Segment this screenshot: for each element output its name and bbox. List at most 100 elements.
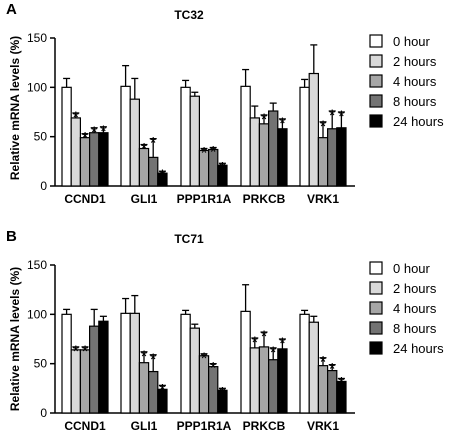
panel-b-label: B <box>6 228 17 245</box>
significance-star: * <box>279 334 286 353</box>
panel-a-label: A <box>6 1 17 18</box>
significance-star: * <box>320 353 327 372</box>
bar <box>249 117 260 187</box>
significance-star: * <box>150 350 157 369</box>
bar <box>189 95 200 187</box>
bar <box>277 348 288 414</box>
x-category-label: PRKCB <box>243 419 286 431</box>
bar <box>88 325 100 414</box>
significance-star: * <box>82 129 89 148</box>
panel-b-y-axis-label: Relative mRNA levels (%) <box>8 267 22 411</box>
bar <box>336 127 347 187</box>
panel-b-title: TC71 <box>174 232 204 246</box>
x-category-label: VRK1 <box>307 192 339 206</box>
x-category-label: GLI1 <box>131 192 158 206</box>
significance-star: * <box>72 108 79 127</box>
bar <box>268 110 279 187</box>
legend-label-0: 0 hour <box>393 34 431 49</box>
legend-swatch-0 <box>369 261 383 275</box>
bar <box>317 365 329 414</box>
legend-label-2: 4 hours <box>393 74 437 89</box>
y-tick-label: 150 <box>27 31 47 45</box>
legend-swatch-3 <box>369 321 383 335</box>
significance-star: * <box>219 158 226 177</box>
bar <box>308 72 320 187</box>
legend-swatch-2 <box>369 301 383 315</box>
significance-star: * <box>261 110 268 129</box>
panel-b: B TC71 Relative mRNA levels (%) 0 50 100 15… <box>6 228 355 431</box>
bar <box>157 172 168 187</box>
significance-star: * <box>210 143 217 162</box>
y-tick-label: 100 <box>27 307 47 321</box>
x-category-label: CCND1 <box>64 192 106 206</box>
bar <box>120 312 131 414</box>
panel-a-title: TC32 <box>174 8 204 22</box>
significance-star: * <box>338 373 345 392</box>
significance-star: * <box>210 359 217 378</box>
significance-star: * <box>91 123 98 142</box>
bar <box>98 320 109 414</box>
legend-label-4: 24 hours <box>393 341 444 356</box>
y-tick-label: 100 <box>27 80 47 94</box>
significance-star: * <box>201 349 208 368</box>
legend-swatch-4 <box>369 341 383 355</box>
bar <box>148 370 159 414</box>
bar <box>138 362 150 414</box>
legend-label-1: 2 hours <box>393 54 437 69</box>
significance-star: * <box>279 114 286 133</box>
bar <box>299 86 310 187</box>
bar <box>148 156 159 187</box>
legend-swatch-1 <box>369 281 383 295</box>
panel-b-legend: 0 hour 2 hours 4 hours 8 hours 24 hours <box>369 261 444 356</box>
x-category-label: GLI1 <box>131 419 158 431</box>
significance-star: * <box>329 360 336 379</box>
bar <box>258 346 270 414</box>
legend-swatch-2 <box>369 74 383 88</box>
bar <box>217 164 228 187</box>
significance-star: * <box>159 380 166 399</box>
panel-a-legend: 0 hour 2 hours 4 hours 8 hours 24 hours <box>369 34 444 129</box>
bar <box>217 389 228 414</box>
bar <box>277 128 288 187</box>
bar <box>129 312 140 414</box>
significance-star: * <box>338 107 345 126</box>
significance-star: * <box>72 342 79 361</box>
y-tick-label: 50 <box>34 130 48 144</box>
bar <box>336 380 347 414</box>
bar <box>327 128 338 187</box>
y-tick-label: 150 <box>27 258 47 272</box>
x-category-label: PPP1R1A <box>177 192 232 206</box>
bar <box>180 86 191 187</box>
significance-star: * <box>159 166 166 185</box>
bar <box>299 313 310 414</box>
bar <box>61 313 72 414</box>
x-category-label: PRKCB <box>243 192 286 206</box>
bar <box>61 86 72 187</box>
y-tick-label: 50 <box>34 357 48 371</box>
y-tick-label: 0 <box>40 406 47 420</box>
significance-star: * <box>201 144 208 163</box>
legend-label-0: 0 hour <box>393 261 431 276</box>
legend-label-3: 8 hours <box>393 321 437 336</box>
legend-swatch-0 <box>369 34 383 48</box>
significance-star: * <box>100 122 107 141</box>
bar <box>70 117 81 187</box>
bar <box>268 359 279 414</box>
bar <box>189 327 200 414</box>
bar <box>308 321 320 414</box>
legend-label-1: 2 hours <box>393 281 437 296</box>
significance-star: * <box>261 327 268 346</box>
panel-a: A TC32 Relative mRNA levels (%) 0 50 100 15… <box>6 1 355 206</box>
significance-star: * <box>251 333 258 352</box>
bar <box>157 388 168 414</box>
legend-swatch-4 <box>369 114 383 128</box>
legend-label-3: 8 hours <box>393 94 437 109</box>
legend-label-2: 4 hours <box>393 301 437 316</box>
bar <box>240 85 251 187</box>
bar <box>240 310 251 414</box>
significance-star: * <box>270 343 277 362</box>
significance-star: * <box>141 140 148 159</box>
